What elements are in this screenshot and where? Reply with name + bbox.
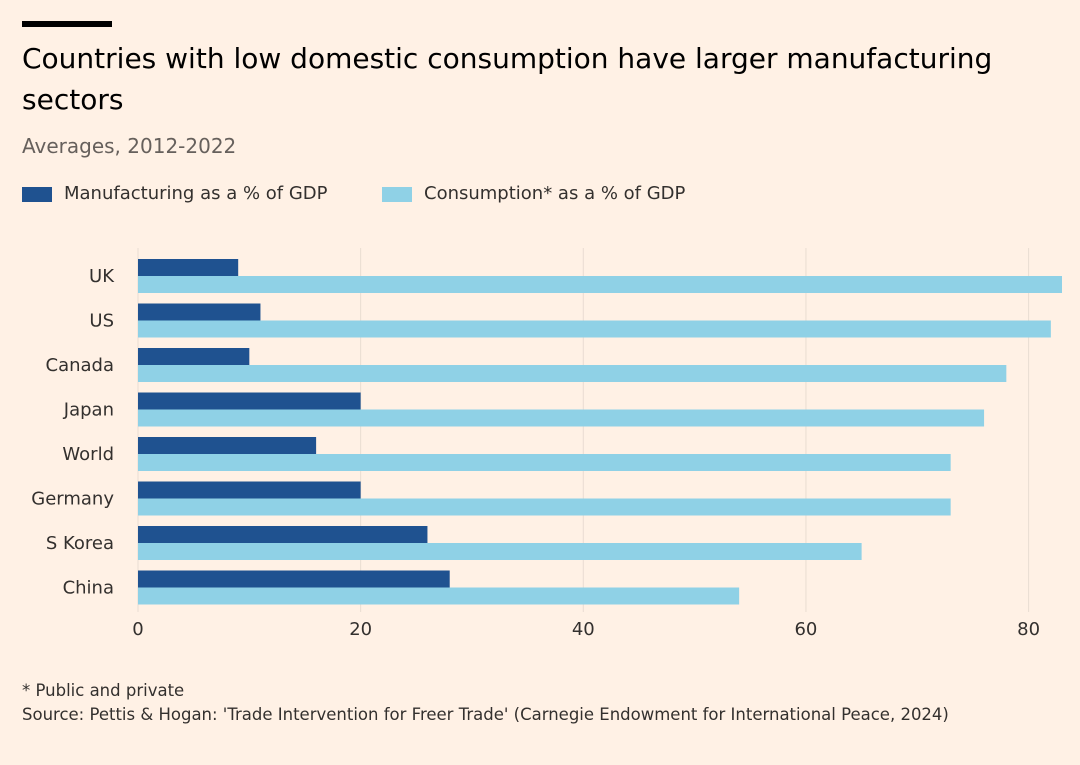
bar-manufacturing <box>138 259 239 276</box>
category-label: Germany <box>31 489 114 510</box>
legend-swatch-manufacturing <box>22 187 52 202</box>
bar-chart: UK US Canada Japan World Germany S Korea China 0… <box>31 248 1062 640</box>
bar-consumption <box>138 409 985 427</box>
bar-consumption <box>138 454 951 471</box>
bar-manufacturing <box>138 437 317 454</box>
bar-manufacturing <box>138 526 428 543</box>
bar-consumption <box>138 365 1007 382</box>
category-label: China <box>63 578 114 599</box>
x-tick-label: 0 <box>132 619 143 640</box>
bar-manufacturing <box>138 348 250 365</box>
source-note: Source: Pettis & Hogan: 'Trade Intervent… <box>22 705 949 724</box>
x-tick-label: 40 <box>572 619 595 640</box>
category-label: UK <box>89 266 115 287</box>
bar-consumption <box>138 587 740 605</box>
legend-label-consumption: Consumption* as a % of GDP <box>424 183 686 204</box>
bar-manufacturing <box>138 481 361 499</box>
x-tick-label: 20 <box>349 619 372 640</box>
category-label: Japan <box>63 400 114 421</box>
chart-title: Countries with low domestic consumption … <box>22 42 993 116</box>
bar-manufacturing <box>138 570 450 588</box>
bar-consumption <box>138 320 1051 338</box>
bar-consumption <box>138 276 1062 293</box>
bar-consumption <box>138 498 951 516</box>
header-rule <box>22 21 112 27</box>
category-label: US <box>89 311 114 332</box>
footnote: * Public and private <box>22 681 185 700</box>
x-tick-label: 60 <box>794 619 817 640</box>
chart-footer: * Public and private Source: Pettis & Ho… <box>22 679 1052 727</box>
bar-manufacturing <box>138 303 261 321</box>
category-label: Canada <box>46 355 115 376</box>
legend-swatch-consumption <box>382 187 412 202</box>
legend-label-manufacturing: Manufacturing as a % of GDP <box>64 183 328 204</box>
x-tick-label: 80 <box>1017 619 1040 640</box>
category-label: World <box>62 444 114 465</box>
bar-consumption <box>138 543 862 560</box>
chart-subtitle: Averages, 2012-2022 <box>22 134 237 158</box>
category-label: S Korea <box>46 533 114 554</box>
bar-manufacturing <box>138 392 361 410</box>
